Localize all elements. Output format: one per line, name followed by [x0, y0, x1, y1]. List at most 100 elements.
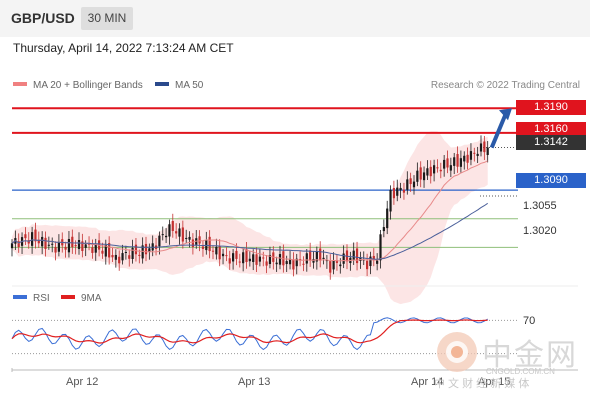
- candle-body: [332, 260, 335, 270]
- candle-body: [325, 260, 328, 262]
- research-credit: Research © 2022 Trading Central: [430, 80, 580, 91]
- candle-body: [218, 246, 221, 260]
- candle-body: [138, 254, 141, 256]
- candle-body: [282, 251, 285, 266]
- target-arrow-shaft: [489, 112, 508, 149]
- candle-body: [161, 234, 164, 236]
- candle-body: [181, 227, 184, 242]
- candle-body: [27, 240, 30, 244]
- candle-body: [215, 246, 218, 255]
- candle-body: [94, 243, 97, 253]
- candle-body: [185, 237, 188, 239]
- candle-body: [208, 236, 211, 252]
- candle-body: [459, 158, 462, 167]
- watermark-site: CNGOLD.COM.CN: [486, 367, 555, 376]
- candle-body: [10, 243, 14, 249]
- candle-body: [372, 255, 375, 261]
- candle-body: [433, 165, 436, 174]
- candle-body: [376, 260, 379, 264]
- candle-body: [312, 259, 315, 263]
- candle-body: [412, 181, 416, 188]
- candle-body: [57, 242, 60, 252]
- candle-body: [87, 243, 91, 245]
- candle-body: [446, 158, 449, 168]
- candle-body: [366, 260, 369, 270]
- candle-body: [342, 253, 345, 264]
- candle-body: [24, 234, 27, 239]
- candle-body: [41, 236, 44, 247]
- legend-swatch-ma50: [155, 82, 169, 87]
- candle-body: [483, 141, 486, 153]
- candle-body: [379, 234, 382, 261]
- candle-body: [335, 260, 339, 263]
- legend-rsi: RSI: [13, 293, 50, 304]
- level-label-s1: 1.3055: [523, 200, 557, 212]
- timeframe-button[interactable]: 30 MIN: [81, 7, 133, 30]
- level-label-s2: 1.3020: [523, 225, 557, 237]
- candle-body: [319, 248, 322, 261]
- candle-body: [456, 154, 459, 167]
- candle-body: [121, 253, 124, 261]
- candle-body: [436, 167, 439, 169]
- candle-body: [443, 159, 446, 169]
- candle-body: [104, 244, 107, 257]
- candle-body: [486, 147, 489, 155]
- candle-body: [352, 250, 355, 261]
- candle-body: [134, 244, 138, 255]
- candle-body: [473, 152, 476, 154]
- legend-ma50: MA 50: [155, 80, 203, 91]
- candle-body: [165, 235, 168, 238]
- watermark-sub: 中 文 财 经 新 媒 体: [434, 378, 530, 390]
- candle-body: [252, 254, 255, 263]
- candle-body: [258, 256, 261, 262]
- candle-body: [124, 252, 127, 254]
- candle-body: [191, 239, 194, 248]
- candle-body: [275, 262, 278, 265]
- ma50-line: [11, 202, 488, 260]
- candle-body: [399, 187, 402, 191]
- candle-body: [131, 247, 134, 259]
- candle-body: [396, 187, 399, 196]
- candle-body: [426, 168, 429, 176]
- candle-body: [84, 244, 87, 248]
- candle-body: [402, 189, 406, 193]
- candle-body: [322, 257, 325, 259]
- candle-body: [339, 264, 342, 267]
- candle-body: [479, 143, 483, 152]
- x-tick-apr13: Apr 13: [238, 376, 271, 388]
- target-arrow-head: [499, 108, 512, 121]
- candle-body: [355, 248, 359, 264]
- candle-body: [128, 255, 131, 259]
- candle-body: [469, 151, 473, 160]
- candle-body: [369, 256, 372, 267]
- candle-body: [148, 248, 151, 252]
- candle-body: [47, 244, 50, 246]
- candle-body: [476, 153, 479, 156]
- candle-body: [292, 259, 295, 270]
- candle-body: [248, 258, 251, 262]
- watermark-logo: 中金网 CNGOLD.COM.CN 中 文 财 经 新 媒 体: [432, 330, 582, 395]
- candle-body: [232, 253, 235, 262]
- candle-body: [295, 258, 298, 267]
- candle-body: [386, 208, 389, 229]
- candle-body: [463, 155, 466, 162]
- candle-body: [225, 255, 228, 257]
- candle-body: [228, 258, 231, 264]
- candle-body: [389, 189, 392, 212]
- candle-body: [144, 243, 148, 255]
- candle-body: [17, 241, 20, 248]
- rsi-line: [11, 317, 488, 351]
- candle-body: [175, 231, 178, 234]
- watermark-cn: 中金网: [482, 338, 578, 373]
- candle-body: [419, 167, 422, 180]
- candle-body: [238, 261, 241, 263]
- candle-body: [171, 221, 174, 232]
- legend-9ma: 9MA: [61, 293, 102, 304]
- legend-ma50-label: MA 50: [175, 80, 204, 91]
- candle-body: [429, 166, 432, 177]
- candle-body: [198, 236, 201, 244]
- chart-header: GBP/USD 30 MIN: [0, 0, 590, 37]
- candle-body: [449, 165, 452, 171]
- candle-body: [309, 250, 312, 261]
